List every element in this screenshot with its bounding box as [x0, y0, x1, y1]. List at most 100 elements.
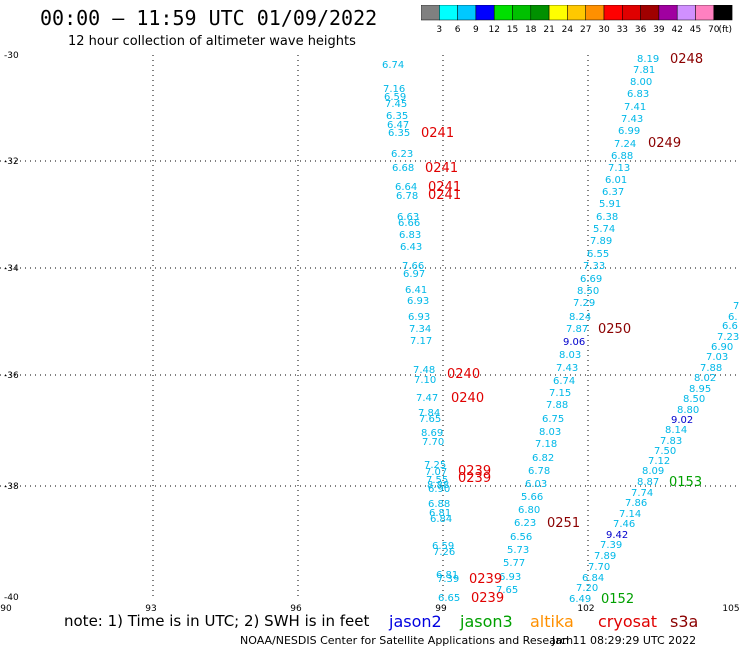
- wave-height-value: 6.35: [388, 128, 410, 139]
- wave-height-value: 6.78: [528, 466, 550, 477]
- track-middle-blue: 9.06: [563, 337, 585, 348]
- wave-height-value: 6.97: [403, 269, 425, 280]
- wave-height-value: 7.14: [619, 509, 641, 520]
- wave-height-value: 6.90: [428, 484, 450, 495]
- wave-height-value: 6.23: [514, 518, 536, 529]
- wave-height-value: 7.46: [613, 519, 635, 530]
- wave-height-value: 7.86: [625, 498, 647, 509]
- latitude-tick-label: -40: [4, 593, 19, 603]
- colorbar-swatch: [713, 5, 733, 21]
- color-legend: 3 6 9 12 15 18 21 24 27 30 33 36 39 42 45 70(ft): [421, 5, 733, 35]
- wave-height-value: 7.47: [416, 393, 438, 404]
- wave-height-value: 9.06: [563, 337, 585, 348]
- satellite-altika: altika: [530, 612, 574, 631]
- wave-height-value: 6.83: [627, 89, 649, 100]
- colorbar-label: 21: [543, 25, 554, 35]
- wave-height-value: 5.91: [599, 199, 621, 210]
- wave-height-value: 7.87: [566, 324, 588, 335]
- wave-height-value: 8.88: [427, 480, 449, 491]
- satellite-jason2: jason2: [389, 612, 442, 631]
- wave-height-value: 9.42: [606, 530, 628, 541]
- longitude-tick-label: 93: [145, 604, 156, 612]
- track-middle: 6.698.507.29 8.247.87 8.03 7.43 6.747.157.88…: [496, 274, 602, 596]
- wave-height-value: 8.50: [577, 286, 599, 297]
- colorbar-label: 70: [708, 25, 720, 35]
- wave-height-value: 7.89: [590, 236, 612, 247]
- colorbar-label: 42: [671, 25, 682, 35]
- wave-height-value: 7.81: [633, 65, 655, 76]
- page-subtitle: 12 hour collection of altimeter wave hei…: [68, 34, 356, 49]
- colorbar-label: 33: [617, 25, 628, 35]
- wave-height-value: 8.03: [539, 427, 561, 438]
- pass-time-label: 0239: [458, 464, 491, 479]
- latitude-tick-label: -36: [4, 371, 19, 381]
- wave-height-value: 7.70: [422, 437, 444, 448]
- pass-time-label: 0251: [547, 516, 580, 531]
- wave-height-value: 7: [733, 301, 739, 312]
- wave-height-value: 6.23: [391, 149, 413, 160]
- pass-time-label: 0249: [648, 136, 681, 151]
- wave-height-value: 7.45: [385, 99, 407, 110]
- track-lower-right: 76.6.67.236.907.037.888.028.958.508.80 8.…: [569, 301, 739, 605]
- colorbar-label: 36: [635, 25, 647, 35]
- wave-height-value: 7.84: [418, 408, 440, 419]
- pass-time-label: 0241: [421, 126, 454, 141]
- wave-height-value: 6.82: [532, 453, 554, 464]
- colorbar-label: 24: [562, 25, 574, 35]
- pass-time-label: 0239: [458, 471, 491, 486]
- wave-height-value: 8.09: [642, 466, 664, 477]
- wave-height-value: 6.37: [602, 187, 624, 198]
- wave-height-value: 7.89: [594, 551, 616, 562]
- wave-height-value: 7.26: [433, 547, 455, 558]
- wave-height-value: 8.14: [665, 425, 687, 436]
- wave-height-value: 7.20: [576, 583, 598, 594]
- wave-height-value: 7.39: [437, 574, 459, 585]
- wave-height-value: 7.50: [654, 446, 676, 457]
- wave-height-value: 6.6: [722, 321, 738, 332]
- wave-height-value: 8.24: [569, 312, 591, 323]
- pass-time-label: 0241: [428, 188, 461, 203]
- wave-height-value: 6.43: [400, 242, 422, 253]
- wave-height-value: 7.10: [414, 375, 436, 386]
- wave-height-value: 6.69: [580, 274, 602, 285]
- wave-height-value: 7.88: [546, 400, 568, 411]
- wave-height-value: 7.65: [496, 585, 518, 596]
- wave-height-value: 5.73: [507, 545, 529, 556]
- wave-height-value: 8.19: [637, 54, 659, 65]
- wave-height-value: 8.87: [637, 477, 659, 488]
- wave-height-value: 5.74: [593, 224, 615, 235]
- wave-height-value: 6.74: [553, 376, 575, 387]
- wave-height-value: 7.07: [425, 467, 447, 478]
- wave-height-value: 6.84: [582, 573, 604, 584]
- footer-credit: NOAA/NESDIS Center for Satellite Applica…: [240, 634, 574, 647]
- wave-height-value: 7.74: [631, 488, 653, 499]
- wave-height-value: 6.88: [611, 151, 633, 162]
- wave-height-value: 7.48: [413, 365, 435, 376]
- colorbar-label: 30: [598, 25, 610, 35]
- wave-height-value: 8.50: [683, 394, 705, 405]
- wave-height-value: 7.29: [573, 298, 595, 309]
- wave-height-value: 9.02: [671, 415, 693, 426]
- colorbar-label: 15: [507, 25, 518, 35]
- longitude-tick-label: 99: [435, 604, 447, 612]
- pass-time-label: 0239: [471, 591, 504, 606]
- wave-height-value: 6.63: [397, 212, 419, 223]
- wave-height-value: 6.56: [510, 532, 532, 543]
- satellite-s3a: s3a: [670, 612, 699, 631]
- wave-height-value: 6.65: [438, 593, 460, 604]
- wave-height-value: 8.03: [559, 350, 581, 361]
- wave-height-value: 7.88: [700, 363, 722, 374]
- wave-height-value: 6.93: [499, 572, 521, 583]
- wave-height-value: 7.24: [614, 139, 636, 150]
- wave-height-value: 7.34: [409, 324, 431, 335]
- track-upper-left: 6.747.166.597.456.356.476.356.236.686.64…: [382, 60, 460, 604]
- wave-height-value: 6.78: [396, 191, 418, 202]
- colorbar-unit: (ft): [718, 25, 732, 35]
- longitude-tick-label: 90: [0, 604, 12, 612]
- wave-height-value: 7.33: [583, 261, 605, 272]
- satellite-jason3: jason3: [460, 612, 513, 631]
- wave-height-value: 6.80: [518, 505, 540, 516]
- latitude-tick-label: -32: [4, 157, 19, 167]
